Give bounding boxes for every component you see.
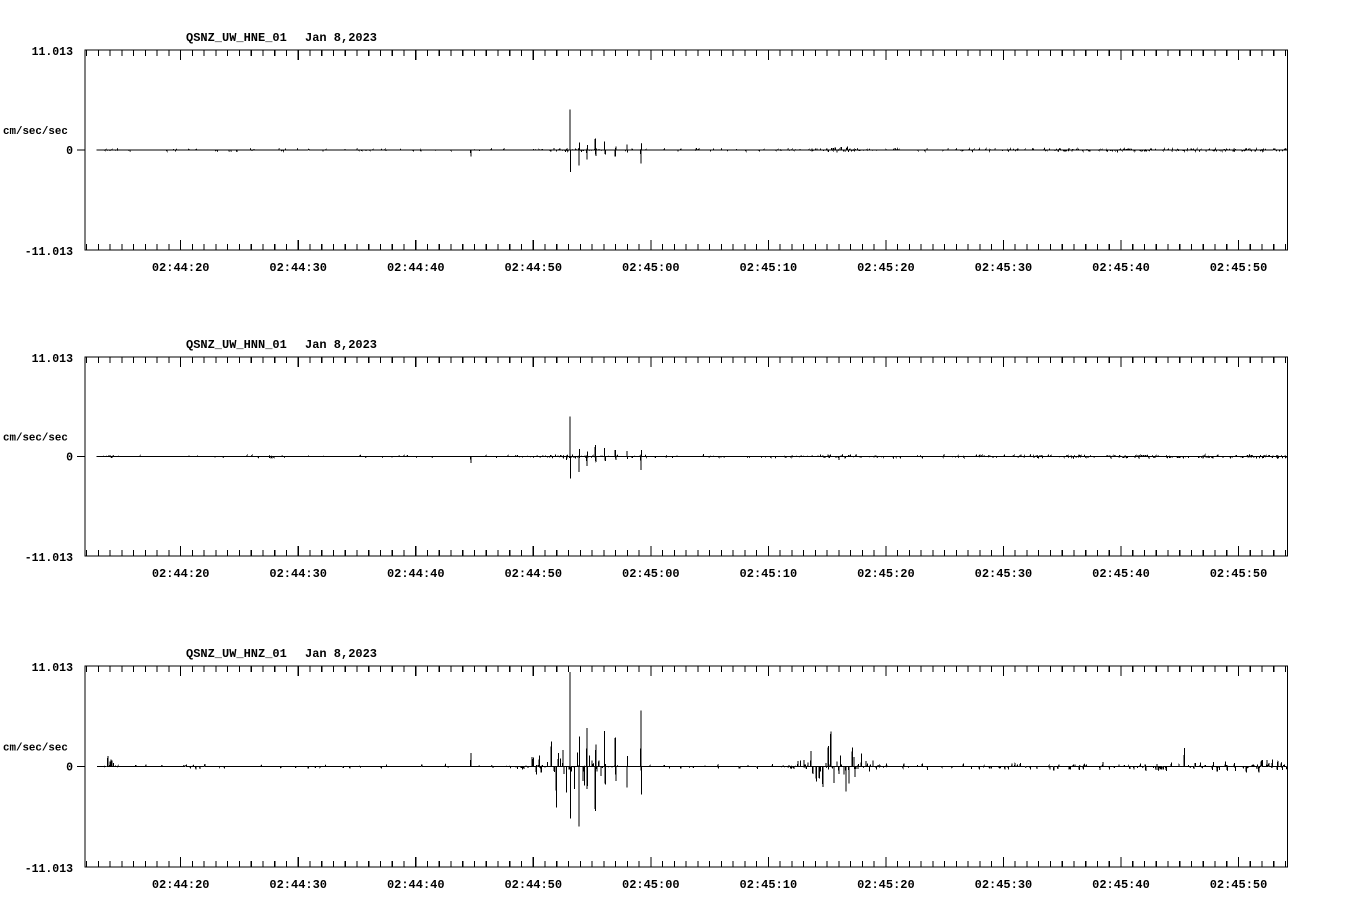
svg-text:02:45:40: 02:45:40	[1092, 567, 1150, 581]
svg-text:02:45:40: 02:45:40	[1092, 878, 1150, 892]
svg-text:02:45:00: 02:45:00	[622, 261, 680, 275]
svg-text:02:44:20: 02:44:20	[152, 567, 210, 581]
svg-text:02:44:20: 02:44:20	[152, 878, 210, 892]
svg-text:02:45:00: 02:45:00	[622, 878, 680, 892]
svg-text:02:45:10: 02:45:10	[740, 261, 798, 275]
svg-text:02:44:30: 02:44:30	[269, 567, 327, 581]
svg-text:02:45:20: 02:45:20	[857, 567, 915, 581]
svg-text:02:44:30: 02:44:30	[269, 261, 327, 275]
svg-text:cm/sec/sec: cm/sec/sec	[3, 126, 68, 138]
svg-text:02:45:00: 02:45:00	[622, 567, 680, 581]
svg-text:-11.013: -11.013	[25, 552, 73, 565]
svg-text:cm/sec/sec: cm/sec/sec	[3, 743, 68, 755]
svg-text:02:44:20: 02:44:20	[152, 261, 210, 275]
svg-text:02:44:40: 02:44:40	[387, 567, 445, 581]
svg-text:02:44:40: 02:44:40	[387, 261, 445, 275]
svg-text:02:44:50: 02:44:50	[504, 567, 562, 581]
svg-text:Jan 8,2023: Jan 8,2023	[305, 338, 377, 352]
svg-text:02:44:40: 02:44:40	[387, 878, 445, 892]
svg-text:-11.013: -11.013	[25, 863, 73, 876]
svg-text:cm/sec/sec: cm/sec/sec	[3, 433, 68, 445]
svg-text:02:44:50: 02:44:50	[504, 878, 562, 892]
svg-text:02:45:20: 02:45:20	[857, 878, 915, 892]
svg-text:0: 0	[66, 145, 73, 158]
svg-text:11.013: 11.013	[32, 46, 74, 59]
svg-text:0: 0	[66, 452, 73, 465]
svg-text:02:45:50: 02:45:50	[1210, 878, 1268, 892]
svg-text:Jan 8,2023: Jan 8,2023	[305, 31, 377, 45]
svg-text:0: 0	[66, 762, 73, 775]
svg-text:02:45:10: 02:45:10	[740, 567, 798, 581]
svg-text:11.013: 11.013	[32, 662, 74, 675]
svg-text:11.013: 11.013	[32, 353, 74, 366]
svg-text:QSNZ_UW_HNE_01: QSNZ_UW_HNE_01	[186, 31, 287, 45]
svg-text:Jan 8,2023: Jan 8,2023	[305, 647, 377, 661]
svg-text:02:44:30: 02:44:30	[269, 878, 327, 892]
svg-text:02:45:20: 02:45:20	[857, 261, 915, 275]
svg-text:02:45:30: 02:45:30	[975, 567, 1033, 581]
svg-text:02:45:50: 02:45:50	[1210, 567, 1268, 581]
svg-text:-11.013: -11.013	[25, 246, 73, 259]
svg-text:02:44:50: 02:44:50	[504, 261, 562, 275]
svg-text:QSNZ_UW_HNN_01: QSNZ_UW_HNN_01	[186, 338, 287, 352]
svg-text:02:45:30: 02:45:30	[975, 878, 1033, 892]
svg-text:QSNZ_UW_HNZ_01: QSNZ_UW_HNZ_01	[186, 647, 287, 661]
svg-text:02:45:50: 02:45:50	[1210, 261, 1268, 275]
svg-text:02:45:40: 02:45:40	[1092, 261, 1150, 275]
svg-text:02:45:30: 02:45:30	[975, 261, 1033, 275]
svg-text:02:45:10: 02:45:10	[740, 878, 798, 892]
